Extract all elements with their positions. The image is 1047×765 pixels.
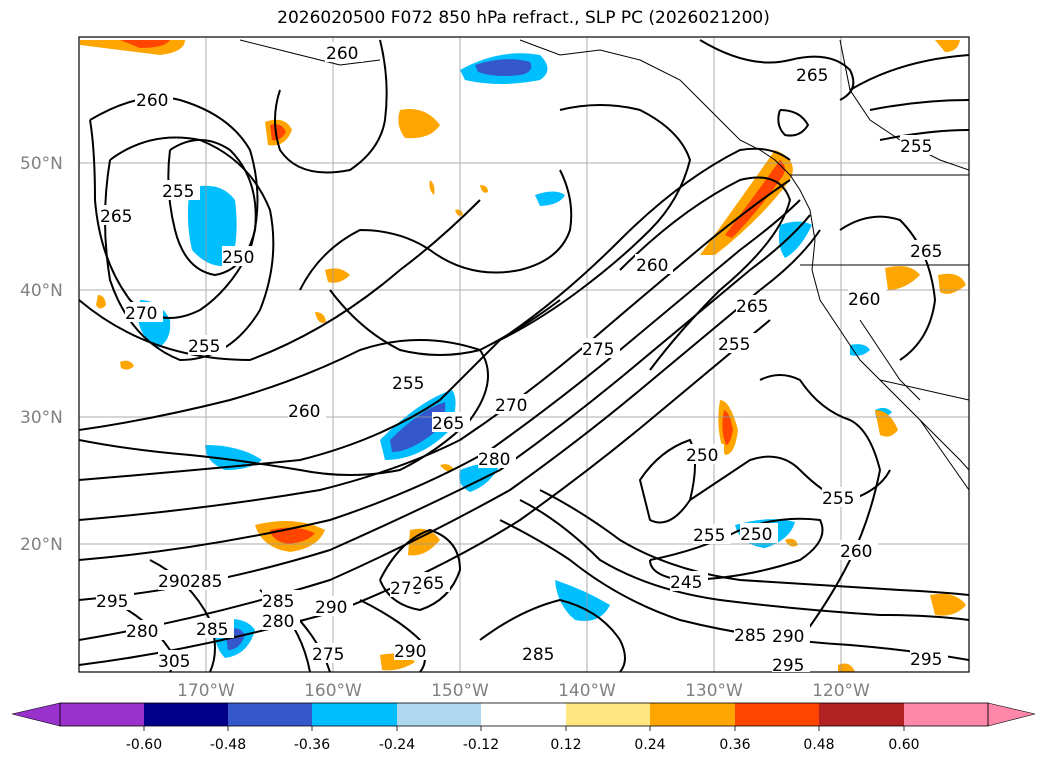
contour-label: 255 <box>822 489 854 509</box>
colorbar-segment <box>819 703 904 726</box>
contour-label: 260 <box>326 44 358 64</box>
contour-label: 255 <box>162 182 194 202</box>
lat-tick-label: 30°N <box>20 408 63 428</box>
colorbar-extend-high <box>987 702 1036 727</box>
latitude-axis: 50°N 40°N 30°N 20°N <box>20 154 63 555</box>
contour-label: 255 <box>693 526 725 546</box>
colorbar-segment <box>60 703 145 726</box>
contour-label: 290 <box>158 572 190 592</box>
lon-tick-label: 130°W <box>685 681 743 701</box>
lat-tick-label: 50°N <box>20 154 63 174</box>
contour-label: 285 <box>734 626 766 646</box>
contour-label: 255 <box>392 374 424 394</box>
lon-tick-label: 150°W <box>431 681 489 701</box>
colorbar-segment <box>566 703 651 726</box>
colorbar-tick-label: 0.36 <box>719 737 750 753</box>
contour-label: 275 <box>582 340 614 360</box>
coastlines <box>239 39 969 491</box>
colorbar-segment <box>650 703 735 726</box>
contour-label: 305 <box>158 652 190 672</box>
contour-label: 265 <box>100 207 132 227</box>
contour-label: 245 <box>670 573 702 593</box>
map-background <box>79 37 969 672</box>
contour-label: 290 <box>772 627 804 647</box>
lat-tick-label: 40°N <box>20 281 63 301</box>
lon-tick-label: 140°W <box>558 681 616 701</box>
contour-label: 250 <box>222 248 254 268</box>
contour-label: 255 <box>900 137 932 157</box>
contour-label: 255 <box>188 337 220 357</box>
colorbar-segment <box>228 703 313 726</box>
contour-label: 265 <box>412 574 444 594</box>
contour-label: 280 <box>126 622 158 642</box>
colorbar-tick-label: -0.48 <box>210 737 246 753</box>
contour-label: 260 <box>848 290 880 310</box>
colorbar-outline <box>59 702 989 727</box>
colorbar-tick-label: 0.60 <box>888 737 919 753</box>
contour-label: 280 <box>262 612 294 632</box>
contour-label: 290 <box>394 642 426 662</box>
colorbar-segment <box>144 703 229 726</box>
colorbar-extend-low <box>11 702 61 727</box>
colorbar-segment <box>397 703 482 726</box>
lat-tick-label: 20°N <box>20 535 63 555</box>
map-frame <box>78 36 970 673</box>
colorbar-tick-label: -0.12 <box>463 737 499 753</box>
contour-label: 265 <box>736 297 768 317</box>
lon-tick-label: 160°W <box>304 681 362 701</box>
contour-label: 260 <box>636 256 668 276</box>
colorbar-segment <box>735 703 820 726</box>
contour-label: 285 <box>190 572 222 592</box>
contour-label: 260 <box>288 402 320 422</box>
colorbar-segment <box>904 703 988 726</box>
colorbar-segment <box>481 703 566 726</box>
colorbar-tick-label: 0.24 <box>634 737 665 753</box>
lon-tick-label: 170°W <box>177 681 235 701</box>
contour-label: 270 <box>495 396 527 416</box>
contour-label: 295 <box>772 656 804 676</box>
colorbar-tick-label: -0.36 <box>294 737 330 753</box>
colorbar-segment <box>312 703 397 726</box>
contour-label: 285 <box>196 620 228 640</box>
contour-label: 250 <box>740 525 772 545</box>
contour-label: 265 <box>910 242 942 262</box>
colorbar-tick-label: 0.12 <box>550 737 581 753</box>
contour-label: 265 <box>796 66 828 86</box>
contour-label: 275 <box>312 645 344 665</box>
contour-label: 280 <box>478 450 510 470</box>
map-panel <box>78 36 970 673</box>
contour-label-group: 260 260 265 255 265 250 270 255 255 260 … <box>96 42 948 676</box>
colorbar-tick-label: 0.48 <box>803 737 834 753</box>
contour-label: 260 <box>136 91 168 111</box>
colorbar-tick-label: -0.60 <box>126 737 162 753</box>
contour-label: 295 <box>96 592 128 612</box>
map-title: 2026020500 F072 850 hPa refract., SLP PC… <box>277 8 770 28</box>
colorbar: -0.60 -0.48 -0.36 -0.24 -0.12 0.12 0.24 … <box>11 702 1036 753</box>
contour-label: 285 <box>262 592 294 612</box>
lon-tick-label: 120°W <box>812 681 870 701</box>
contour-label: 290 <box>315 598 347 618</box>
longitude-axis: 170°W 160°W 150°W 140°W 130°W 120°W <box>177 681 870 701</box>
contour-label: 250 <box>686 446 718 466</box>
contour-label: 295 <box>910 650 942 670</box>
contour-label: 255 <box>718 335 750 355</box>
contour-label: 265 <box>432 414 464 434</box>
contour-label: 285 <box>522 645 554 665</box>
contour-label: 270 <box>125 304 157 324</box>
contour-label: 260 <box>840 542 872 562</box>
colorbar-tick-label: -0.24 <box>379 737 415 753</box>
